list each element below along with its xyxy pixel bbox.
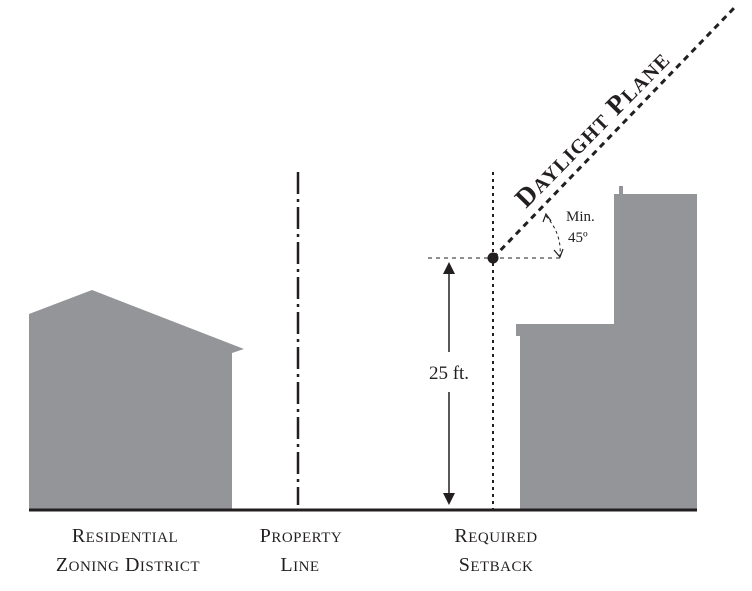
setback-height-point <box>487 252 499 264</box>
tall-building <box>516 186 697 509</box>
height-arrow-bottom <box>443 493 455 505</box>
daylight-plane-label: DAYLIGHT PLANE <box>509 44 676 213</box>
daylight-plane-line <box>491 4 738 260</box>
angle-arc <box>545 215 561 257</box>
angle-label-line2: 45º <box>568 230 588 246</box>
caption-property-line1: PROPERTY <box>260 525 343 547</box>
caption-property-line2: LINE <box>280 554 319 576</box>
residential-house <box>29 290 244 509</box>
caption-residential-line2: ZONING DISTRICT <box>56 554 200 576</box>
caption-residential-line1: RESIDENTIAL <box>72 525 178 547</box>
angle-arrow-bottom <box>553 248 564 259</box>
angle-label-line1: Min. <box>566 209 595 225</box>
angle-arrow-top <box>542 212 552 223</box>
caption-setback-line1: REQUIRED <box>454 525 537 547</box>
height-label: 25 ft. <box>429 363 469 384</box>
caption-setback-line2: SETBACK <box>459 554 534 576</box>
height-arrow-top <box>443 262 455 274</box>
